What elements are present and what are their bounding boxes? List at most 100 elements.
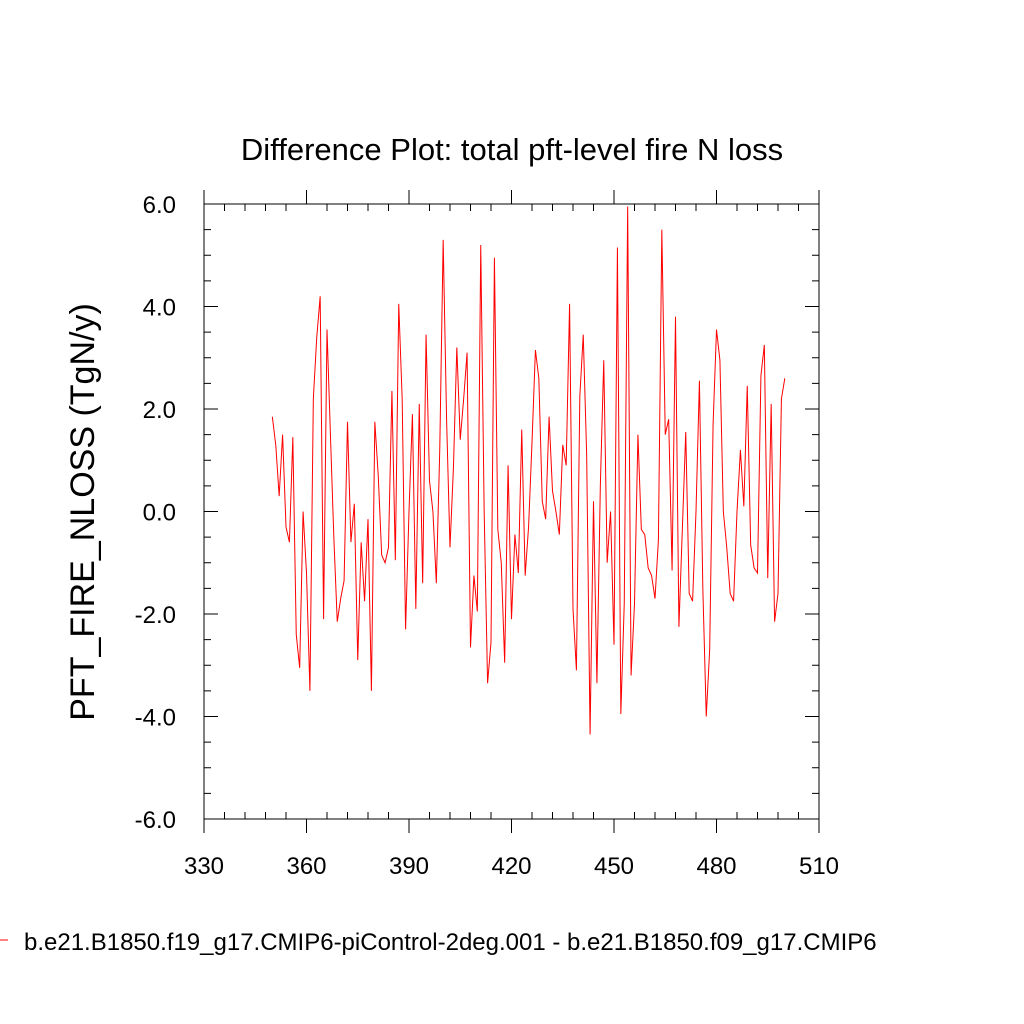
data-point bbox=[771, 403, 772, 404]
data-point bbox=[566, 465, 567, 466]
data-point bbox=[542, 501, 543, 502]
data-point bbox=[630, 675, 631, 676]
data-point bbox=[285, 526, 286, 527]
data-point bbox=[487, 683, 488, 684]
data-point bbox=[760, 375, 761, 376]
data-point bbox=[446, 419, 447, 420]
data-point bbox=[439, 449, 440, 450]
data-point bbox=[750, 544, 751, 545]
x-tick-label: 330 bbox=[184, 853, 224, 880]
data-point bbox=[654, 598, 655, 599]
data-point bbox=[343, 580, 344, 581]
data-point bbox=[689, 593, 690, 594]
data-point bbox=[425, 334, 426, 335]
data-point bbox=[743, 506, 744, 507]
data-point bbox=[753, 567, 754, 568]
data-point bbox=[484, 511, 485, 512]
data-point bbox=[364, 601, 365, 602]
data-point bbox=[367, 519, 368, 520]
data-point bbox=[603, 360, 604, 361]
data-point bbox=[337, 621, 338, 622]
data-point bbox=[282, 434, 283, 435]
y-tick-labels: -6.0 -4.0 -2.0 0.0 2.0 4.0 6.0 bbox=[135, 192, 176, 834]
data-point bbox=[449, 547, 450, 548]
y-tick-label: 6.0 bbox=[143, 192, 176, 219]
data-point bbox=[309, 690, 310, 691]
data-point bbox=[589, 734, 590, 735]
data-point bbox=[521, 429, 522, 430]
data-point bbox=[644, 534, 645, 535]
data-point bbox=[326, 329, 327, 330]
data-point bbox=[671, 570, 672, 571]
data-point bbox=[579, 396, 580, 397]
data-point bbox=[306, 572, 307, 573]
data-point bbox=[695, 511, 696, 512]
data-point bbox=[610, 511, 611, 512]
data-point bbox=[466, 352, 467, 353]
data-point bbox=[415, 608, 416, 609]
x-tick-label: 450 bbox=[594, 853, 634, 880]
data-point bbox=[538, 378, 539, 379]
data-point bbox=[777, 593, 778, 594]
data-point bbox=[316, 337, 317, 338]
data-point bbox=[405, 629, 406, 630]
data-point bbox=[583, 334, 584, 335]
legend: b.e21.B1850.f19_g17.CMIP6-piControl-2deg… bbox=[0, 929, 877, 956]
y-tick-label: 0.0 bbox=[143, 500, 176, 527]
data-point bbox=[501, 562, 502, 563]
data-point bbox=[678, 626, 679, 627]
data-point bbox=[320, 296, 321, 297]
y-tick-label: -2.0 bbox=[135, 602, 176, 629]
data-point bbox=[514, 534, 515, 535]
data-point bbox=[408, 511, 409, 512]
data-point bbox=[460, 439, 461, 440]
data-point bbox=[292, 437, 293, 438]
data-point bbox=[723, 511, 724, 512]
data-point bbox=[463, 398, 464, 399]
data-point bbox=[634, 603, 635, 604]
data-point bbox=[651, 575, 652, 576]
data-point bbox=[422, 583, 423, 584]
data-point bbox=[302, 511, 303, 512]
data-point bbox=[781, 398, 782, 399]
data-point bbox=[378, 475, 379, 476]
data-point bbox=[641, 529, 642, 530]
data-point bbox=[784, 378, 785, 379]
data-point bbox=[692, 601, 693, 602]
data-point bbox=[494, 257, 495, 258]
data-point bbox=[747, 385, 748, 386]
plot-frame bbox=[203, 203, 820, 820]
x-tick-label: 360 bbox=[286, 853, 326, 880]
data-point bbox=[719, 360, 720, 361]
data-point bbox=[333, 537, 334, 538]
data-point bbox=[330, 434, 331, 435]
data-point bbox=[412, 414, 413, 415]
data-point bbox=[388, 547, 389, 548]
data-point bbox=[702, 588, 703, 589]
data-point bbox=[757, 572, 758, 573]
data-point bbox=[730, 593, 731, 594]
data-point bbox=[507, 465, 508, 466]
data-point bbox=[473, 575, 474, 576]
data-point bbox=[371, 690, 372, 691]
x-tick-label: 480 bbox=[696, 853, 736, 880]
data-point bbox=[675, 316, 676, 317]
data-point bbox=[436, 583, 437, 584]
data-point bbox=[313, 398, 314, 399]
data-point bbox=[272, 416, 273, 417]
data-point bbox=[429, 480, 430, 481]
data-point bbox=[531, 442, 532, 443]
data-point bbox=[607, 562, 608, 563]
data-point bbox=[275, 444, 276, 445]
data-point bbox=[504, 662, 505, 663]
y-tick-label: 2.0 bbox=[143, 397, 176, 424]
chart-title: Difference Plot: total pft-level fire N … bbox=[241, 132, 783, 167]
data-point bbox=[497, 529, 498, 530]
data-point bbox=[552, 490, 553, 491]
data-point bbox=[361, 542, 362, 543]
data-point bbox=[528, 526, 529, 527]
data-point bbox=[726, 547, 727, 548]
data-point bbox=[699, 380, 700, 381]
data-point bbox=[767, 578, 768, 579]
data-point bbox=[432, 511, 433, 512]
